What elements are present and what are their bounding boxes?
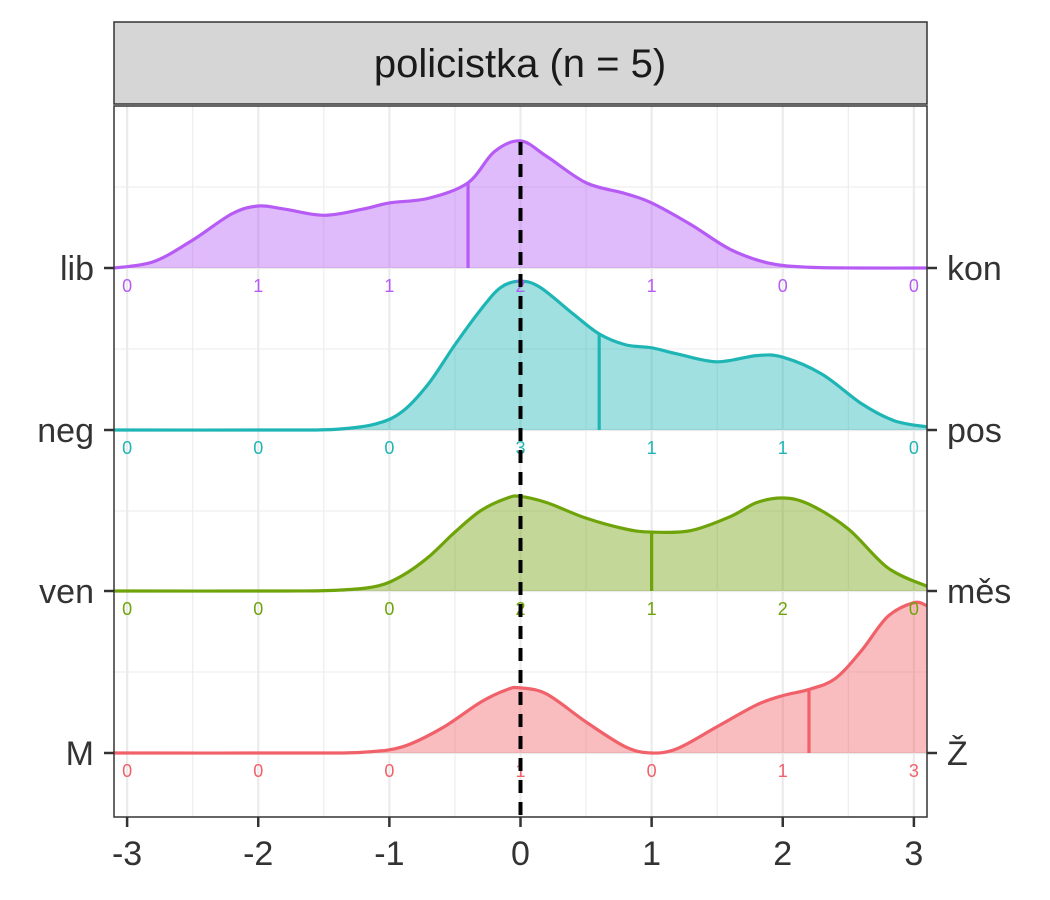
left-category-label: neg <box>37 412 94 450</box>
count-label: 0 <box>253 438 263 458</box>
count-label: 0 <box>909 438 919 458</box>
count-label: 2 <box>778 599 788 619</box>
left-category-label: ven <box>39 573 94 611</box>
density-area <box>114 281 927 431</box>
left-category-label: M <box>66 735 94 773</box>
density-curve <box>113 600 928 755</box>
count-label: 0 <box>122 761 132 781</box>
x-tick-label: -3 <box>112 835 142 873</box>
axes: lib kon neg pos ven měs M Ž -3 -2 -1 0 1 2 3 <box>37 250 1011 873</box>
density-area <box>114 140 927 269</box>
left-category-label: lib <box>60 250 94 288</box>
count-label: 0 <box>778 276 788 296</box>
density-curve <box>113 139 928 270</box>
count-label: 1 <box>253 276 263 296</box>
count-label: 0 <box>253 599 263 619</box>
count-label: 3 <box>515 438 525 458</box>
count-label: 0 <box>909 276 919 296</box>
right-category-label: pos <box>947 412 1002 450</box>
count-label: 1 <box>384 276 394 296</box>
x-tick-label: 0 <box>511 835 530 873</box>
count-label: 0 <box>384 438 394 458</box>
count-label: 1 <box>647 276 657 296</box>
x-tick-label: 1 <box>642 835 661 873</box>
right-category-label: měs <box>947 573 1011 611</box>
count-label: 1 <box>647 438 657 458</box>
count-label: 0 <box>122 276 132 296</box>
count-label: 1 <box>778 761 788 781</box>
facet-strip <box>113 21 928 105</box>
count-label: 0 <box>253 761 263 781</box>
facet-title: policistka (n = 5) <box>374 42 666 86</box>
count-label: 0 <box>647 761 657 781</box>
right-category-label: kon <box>947 250 1002 288</box>
count-label: 1 <box>647 599 657 619</box>
count-label: 1 <box>778 438 788 458</box>
ridge-lib-kon <box>113 139 928 270</box>
count-label: 0 <box>384 599 394 619</box>
count-label: 3 <box>909 761 919 781</box>
density-curve <box>113 279 928 432</box>
count-label: 0 <box>122 438 132 458</box>
x-tick-label: -1 <box>374 835 404 873</box>
x-tick-label: 3 <box>904 835 923 873</box>
count-label: 0 <box>384 761 394 781</box>
density-curve <box>113 494 928 593</box>
count-label: 0 <box>122 599 132 619</box>
x-tick-label: 2 <box>773 835 792 873</box>
count-label: 0 <box>909 599 919 619</box>
right-category-label: Ž <box>947 735 968 773</box>
x-tick-label: -2 <box>243 835 273 873</box>
ridge-neg-pos <box>113 279 928 432</box>
